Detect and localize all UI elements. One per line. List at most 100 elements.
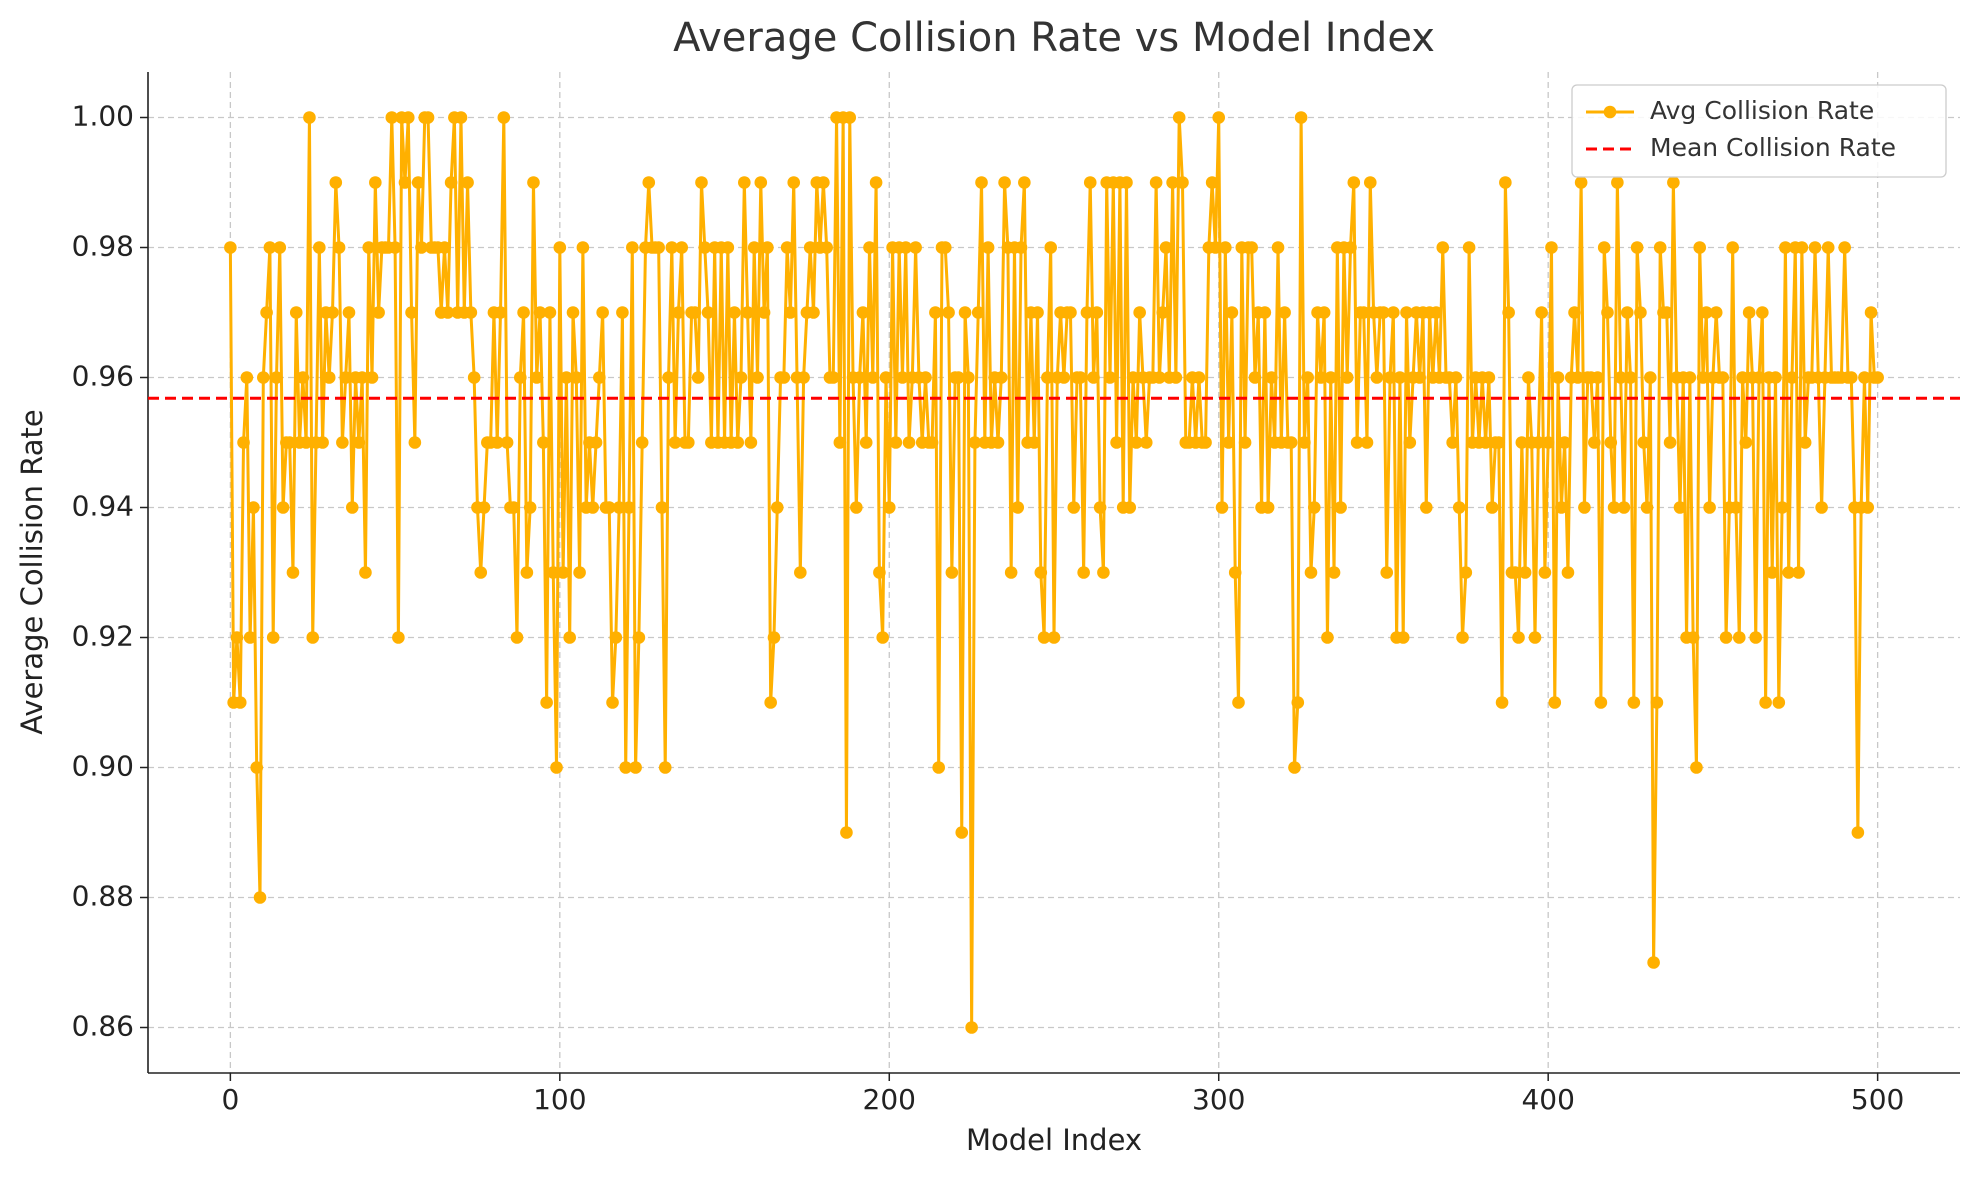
- data-point: [352, 436, 366, 449]
- data-point: [1403, 436, 1417, 449]
- data-point: [1344, 241, 1357, 254]
- data-point: [1265, 371, 1278, 384]
- data-point: [497, 111, 511, 124]
- data-point: [1492, 436, 1506, 449]
- data-point: [1462, 241, 1476, 254]
- data-point: [299, 436, 313, 449]
- data-point: [260, 306, 273, 319]
- data-point: [401, 111, 415, 124]
- data-point: [1624, 371, 1637, 384]
- data-point: [1166, 176, 1179, 189]
- data-point: [1238, 436, 1252, 449]
- data-point: [780, 241, 794, 254]
- data-point: [856, 306, 870, 319]
- data-point: [1288, 761, 1301, 774]
- data-point: [513, 371, 527, 384]
- data-point: [1693, 241, 1707, 254]
- data-point: [270, 371, 283, 384]
- data-point: [1110, 436, 1123, 449]
- data-point: [1545, 241, 1558, 254]
- data-point: [1627, 696, 1641, 709]
- data-point: [1459, 566, 1473, 579]
- data-point: [612, 501, 626, 514]
- data-point: [1219, 241, 1232, 254]
- data-point: [247, 501, 260, 514]
- data-point: [698, 241, 712, 254]
- data-point: [303, 111, 316, 124]
- data-point: [695, 176, 708, 189]
- data-point: [925, 436, 939, 449]
- data-point: [322, 371, 336, 384]
- data-point: [573, 566, 586, 579]
- data-point: [1663, 436, 1677, 449]
- data-point: [233, 696, 247, 709]
- data-point: [833, 436, 847, 449]
- data-point: [945, 566, 959, 579]
- data-point: [965, 1021, 978, 1034]
- data-point: [1284, 436, 1298, 449]
- data-point: [1716, 371, 1730, 384]
- data-point: [701, 306, 715, 319]
- data-point: [276, 501, 290, 514]
- data-point: [682, 436, 695, 449]
- data-point: [1785, 371, 1799, 384]
- data-point: [609, 631, 623, 644]
- data-point: [332, 241, 346, 254]
- data-point: [1209, 241, 1222, 254]
- data-point: [1792, 566, 1805, 579]
- data-point: [1245, 241, 1258, 254]
- data-point: [1502, 306, 1515, 319]
- data-point: [1736, 371, 1749, 384]
- data-point: [266, 631, 280, 644]
- data-point: [1169, 371, 1183, 384]
- data-point: [1729, 501, 1743, 514]
- data-point: [533, 306, 547, 319]
- data-point: [896, 371, 909, 384]
- data-point: [1815, 501, 1828, 514]
- data-point: [952, 371, 965, 384]
- data-point: [1396, 631, 1410, 644]
- data-point: [1703, 501, 1716, 514]
- data-point: [619, 761, 633, 774]
- data-point: [1380, 566, 1394, 579]
- data-point: [494, 306, 507, 319]
- data-point: [751, 371, 764, 384]
- data-point: [744, 436, 758, 449]
- data-point: [1228, 566, 1242, 579]
- data-point: [655, 501, 669, 514]
- data-point: [1597, 241, 1611, 254]
- legend-label: Avg Collision Rate: [1650, 96, 1874, 125]
- data-point: [1041, 371, 1054, 384]
- data-point: [1844, 371, 1858, 384]
- data-point: [1436, 241, 1450, 254]
- data-point: [500, 436, 514, 449]
- data-point: [998, 176, 1011, 189]
- x-tick-label: 0: [221, 1083, 239, 1116]
- data-point: [1393, 371, 1407, 384]
- data-point: [889, 436, 903, 449]
- data-point: [1568, 306, 1581, 319]
- data-point: [1690, 761, 1703, 774]
- data-point: [1775, 501, 1789, 514]
- data-point: [1732, 631, 1746, 644]
- data-point: [1604, 436, 1618, 449]
- data-point: [1551, 371, 1565, 384]
- data-point: [477, 501, 491, 514]
- data-point: [1031, 306, 1044, 319]
- data-point: [1591, 371, 1604, 384]
- data-point: [1258, 306, 1272, 319]
- data-point: [1034, 566, 1048, 579]
- data-point: [1614, 371, 1627, 384]
- data-point: [826, 371, 840, 384]
- data-point: [569, 371, 583, 384]
- data-point: [546, 566, 560, 579]
- data-point: [339, 371, 352, 384]
- data-point: [1225, 306, 1239, 319]
- data-point: [873, 566, 886, 579]
- data-point: [629, 761, 642, 774]
- data-point: [1413, 371, 1426, 384]
- data-point: [1709, 306, 1723, 319]
- data-point: [866, 371, 880, 384]
- data-point: [1821, 241, 1835, 254]
- data-point: [1037, 631, 1051, 644]
